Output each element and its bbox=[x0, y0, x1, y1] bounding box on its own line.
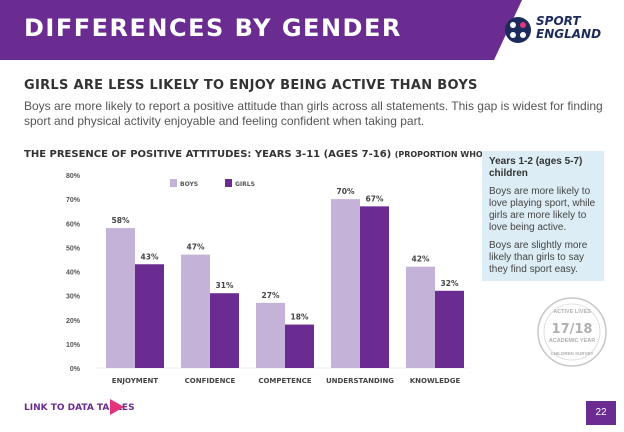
chart-title-sub: (PROPORTION WHO STRONGLY AGREE) bbox=[394, 150, 569, 159]
page-number: 22 bbox=[586, 401, 616, 425]
badge-academic-text: ACADEMIC YEAR bbox=[549, 338, 595, 344]
bar-value-label: 70% bbox=[337, 187, 355, 196]
badge-year-text: 17/18 bbox=[552, 322, 593, 337]
bar-girls-confidence bbox=[210, 293, 239, 368]
bar-value-label: 43% bbox=[141, 252, 159, 261]
bar-girls-competence bbox=[285, 324, 314, 368]
x-tick-label: COMPETENCE bbox=[258, 377, 312, 385]
x-tick-label: UNDERSTANDING bbox=[326, 377, 394, 385]
section-subheading: GIRLS ARE LESS LIKELY TO ENJOY BEING ACT… bbox=[24, 78, 478, 93]
bar-value-label: 32% bbox=[441, 279, 459, 288]
badge-bottom-text: CHILDREN SURVEY bbox=[551, 351, 594, 356]
y-tick-label: 10% bbox=[66, 342, 81, 349]
x-tick-label: KNOWLEDGE bbox=[410, 377, 461, 385]
y-tick-label: 70% bbox=[66, 197, 81, 204]
section-intro: Boys are more likely to report a positiv… bbox=[24, 99, 603, 128]
legend-swatch-boys bbox=[170, 179, 177, 187]
bar-value-label: 18% bbox=[291, 313, 309, 322]
callout-paragraph-1: Boys are more likely to love playing spo… bbox=[489, 186, 596, 233]
bar-value-label: 67% bbox=[366, 194, 384, 203]
y-tick-label: 80% bbox=[66, 173, 81, 180]
chart-title: THE PRESENCE OF POSITIVE ATTITUDES: YEAR… bbox=[24, 149, 569, 160]
bar-value-label: 31% bbox=[216, 281, 234, 290]
y-tick-label: 20% bbox=[66, 318, 81, 325]
y-tick-label: 50% bbox=[66, 245, 81, 252]
logo-line1: SPORT bbox=[536, 14, 581, 28]
bar-value-label: 42% bbox=[412, 255, 430, 264]
legend-label: BOYS bbox=[180, 181, 198, 188]
bar-value-label: 47% bbox=[187, 243, 205, 252]
active-lives-badge: ACTIVE LIVES 17/18 ACADEMIC YEAR CHILDRE… bbox=[537, 297, 607, 367]
bar-value-label: 58% bbox=[112, 216, 130, 225]
y-tick-label: 30% bbox=[66, 294, 81, 301]
sport-england-logo: SPORT ENGLAND bbox=[504, 12, 610, 48]
callout-title: Years 1-2 (ages 5-7) children bbox=[489, 156, 583, 179]
y-tick-label: 0% bbox=[70, 366, 81, 373]
bar-girls-understanding bbox=[360, 206, 389, 368]
callout-paragraph-2: Boys are slightly more likely than girls… bbox=[489, 240, 588, 275]
logo-text: SPORT ENGLAND bbox=[536, 15, 601, 41]
y-tick-label: 60% bbox=[66, 221, 81, 228]
link-arrow-icon[interactable] bbox=[110, 399, 124, 415]
bar-girls-enjoyment bbox=[135, 264, 164, 368]
sport-england-logo-icon bbox=[505, 17, 531, 43]
legend-label: GIRLS bbox=[235, 181, 255, 188]
y-tick-label: 40% bbox=[66, 270, 81, 277]
bar-boys-understanding bbox=[331, 199, 360, 368]
bar-girls-knowledge bbox=[435, 290, 464, 368]
badge-top-text: ACTIVE LIVES bbox=[553, 309, 591, 315]
bar-chart: 0% 10% 20% 30% 40% 50% 60% 70% 80% 58% 43% ENJOYMEN… bbox=[66, 173, 470, 385]
logo-line2: ENGLAND bbox=[536, 27, 602, 41]
bar-boys-knowledge bbox=[406, 266, 435, 368]
x-tick-label: ENJOYMENT bbox=[112, 377, 159, 385]
x-tick-label: CONFIDENCE bbox=[185, 377, 236, 385]
bar-boys-confidence bbox=[181, 254, 210, 368]
legend-swatch-girls bbox=[225, 179, 232, 187]
chart-title-main: THE PRESENCE OF POSITIVE ATTITUDES: YEAR… bbox=[24, 149, 392, 160]
bar-boys-enjoyment bbox=[106, 228, 135, 368]
link-to-data-tables[interactable]: LINK TO DATA TABLES bbox=[24, 403, 135, 413]
page-title: DIFFERENCES BY GENDER bbox=[24, 14, 402, 42]
bar-value-label: 27% bbox=[262, 291, 280, 300]
years-1-2-callout: Years 1-2 (ages 5-7) children Boys are m… bbox=[482, 151, 604, 281]
bar-boys-competence bbox=[256, 302, 285, 368]
